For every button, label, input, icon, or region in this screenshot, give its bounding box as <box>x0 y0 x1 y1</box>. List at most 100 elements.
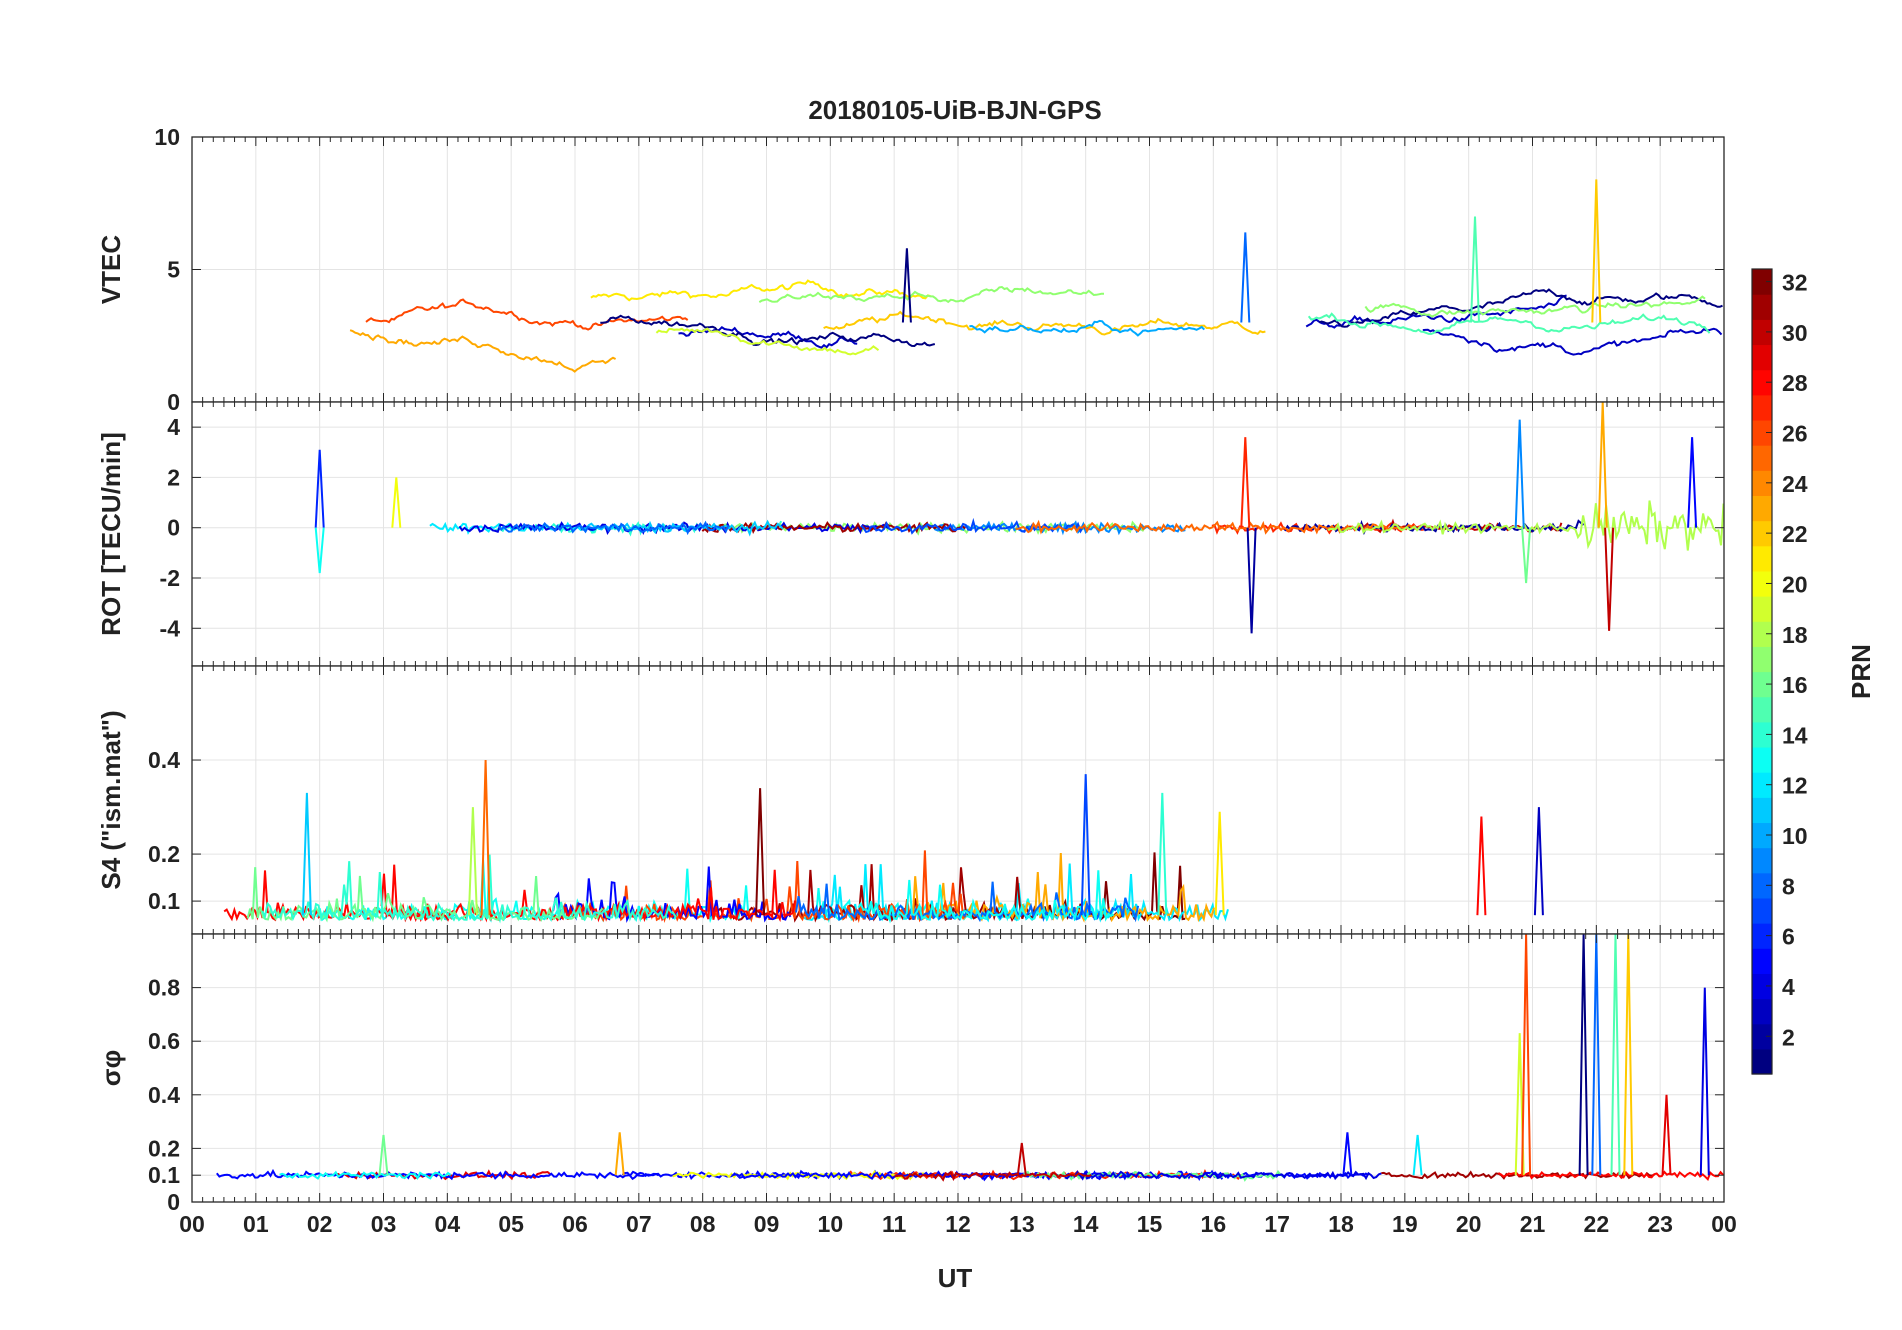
colorbar-swatch <box>1752 294 1772 320</box>
x-tick-label: 13 <box>1009 1211 1035 1237</box>
x-tick-label: 01 <box>243 1211 269 1237</box>
colorbar-swatch <box>1752 520 1772 547</box>
series-line <box>758 285 1104 304</box>
y-tick-label: -2 <box>160 565 180 591</box>
spike-mark <box>755 788 766 916</box>
spike-mark <box>1610 934 1621 1176</box>
x-tick-label: 02 <box>307 1211 333 1237</box>
colorbar-swatch <box>1752 973 1772 1000</box>
colorbar-tick-label: 2 <box>1782 1024 1795 1050</box>
colorbar-tick-label: 8 <box>1782 873 1795 899</box>
spike-mark <box>1157 792 1168 916</box>
series-line <box>246 867 604 923</box>
colorbar-swatch <box>1752 319 1772 346</box>
x-axis-label: UT <box>938 1263 973 1293</box>
series-line <box>672 1170 931 1181</box>
colorbar-swatch <box>1752 923 1772 949</box>
y-tick-label: 0.4 <box>148 747 180 773</box>
panel-1: 0 5 10 VTEC <box>96 124 1725 415</box>
colorbar-tick-label: 28 <box>1782 370 1808 396</box>
colorbar-swatch <box>1752 998 1772 1025</box>
spike-mark <box>1246 527 1257 634</box>
y-tick-label: 0.6 <box>148 1028 180 1054</box>
colorbar-swatch <box>1752 621 1772 647</box>
x-tick-label: 17 <box>1264 1211 1290 1237</box>
colorbar-tick-label: 4 <box>1782 974 1795 1000</box>
colorbar-swatch <box>1752 445 1772 471</box>
series-line <box>1327 500 1724 551</box>
spike-mark <box>901 248 912 323</box>
colorbar-tick-label: 16 <box>1782 672 1808 698</box>
y-tick-label: 10 <box>154 124 180 150</box>
y-tick-label: 0.2 <box>148 1135 180 1161</box>
colorbar-swatch <box>1752 1048 1772 1075</box>
spike-mark <box>1240 437 1251 528</box>
series-line <box>1422 327 1723 356</box>
colorbar-swatch <box>1752 696 1772 723</box>
colorbar-swatch <box>1752 495 1772 522</box>
colorbar-swatch <box>1752 269 1772 295</box>
colorbar-label: PRN <box>1846 644 1876 699</box>
colorbar-swatch <box>1752 797 1772 824</box>
series-line <box>1305 294 1567 329</box>
colorbar-tick-label: 20 <box>1782 571 1808 597</box>
series-line <box>894 1170 1092 1182</box>
spike-mark <box>1604 527 1615 631</box>
y-axis-label: σφ <box>96 1050 126 1086</box>
colorbar-tick-label: 10 <box>1782 823 1808 849</box>
colorbar-swatch <box>1752 570 1772 597</box>
spike-mark <box>1470 216 1480 323</box>
x-tick-label: 16 <box>1201 1211 1227 1237</box>
y-tick-label: -4 <box>160 615 181 641</box>
x-tick-label: 14 <box>1073 1211 1099 1237</box>
colorbar-tick-label: 6 <box>1782 924 1795 950</box>
x-tick-label: 23 <box>1647 1211 1673 1237</box>
x-tick-label: 04 <box>435 1211 461 1237</box>
spike-mark <box>1623 934 1634 1176</box>
colorbar-tick-label: 26 <box>1782 421 1808 447</box>
x-tick-label: 03 <box>371 1211 397 1237</box>
spike-mark <box>1687 437 1698 528</box>
y-tick-label: 0 <box>167 389 180 415</box>
y-axis-label: ROT [TECU/min] <box>96 432 126 636</box>
spike-mark <box>1591 179 1602 323</box>
x-tick-label: 22 <box>1584 1211 1610 1237</box>
spike-mark <box>1521 934 1532 1176</box>
series-line <box>1364 295 1706 318</box>
spike-mark <box>314 449 325 528</box>
spike-mark <box>1699 987 1710 1176</box>
spike-mark <box>1521 527 1532 584</box>
colorbar-swatch <box>1752 721 1772 748</box>
colorbar-frame <box>1751 268 1773 1075</box>
spike-mark <box>1214 811 1225 916</box>
x-tick-label: 20 <box>1456 1211 1482 1237</box>
spike-mark <box>480 759 491 916</box>
spike-mark <box>1016 1142 1027 1176</box>
colorbar-swatch <box>1752 369 1772 396</box>
y-tick-label: 2 <box>167 464 180 490</box>
series-line <box>590 279 931 302</box>
spike-mark <box>1597 402 1608 528</box>
colorbar-swatch <box>1752 545 1772 572</box>
y-axis-label: S4 ("ism.mat") <box>96 710 126 889</box>
colorbar-swatch <box>1752 847 1772 874</box>
panel-4: 00.10.2 0.4 0.6 0.8 σφ 00 01 02 03 04 05 06 07 08 09 10… <box>96 933 1737 1237</box>
x-tick-label: 09 <box>754 1211 780 1237</box>
data-traces <box>314 402 1724 634</box>
spike-mark <box>1080 774 1091 916</box>
series-line <box>717 864 1028 923</box>
x-tick-label: 07 <box>626 1211 652 1237</box>
series-line <box>655 327 880 356</box>
spike-mark <box>1578 934 1589 1176</box>
colorbar-tick-label: 24 <box>1782 471 1808 497</box>
y-tick-label: 0.1 <box>148 888 180 914</box>
colorbar-swatch <box>1752 596 1772 622</box>
colorbar-tick-label: 32 <box>1782 270 1808 296</box>
data-traces <box>223 759 1544 924</box>
y-tick-label: 0.8 <box>148 975 180 1001</box>
series-line <box>1307 312 1711 335</box>
panel-3: 0.1 0.2 0.4 S4 ("ism.mat") <box>96 665 1725 935</box>
